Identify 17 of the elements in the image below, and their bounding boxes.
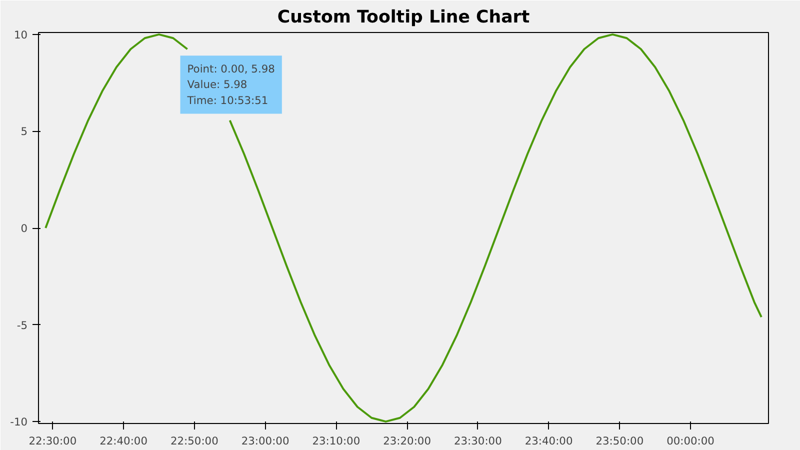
x-tick-label: 23:10:00 — [312, 434, 360, 448]
x-tick-label: 22:40:00 — [100, 434, 148, 448]
x-tick-label: 23:50:00 — [596, 434, 644, 448]
x-tick-label: 00:00:00 — [666, 434, 715, 448]
x-tick-label: 23:40:00 — [524, 434, 573, 448]
chart-title: Custom Tooltip Line Chart — [277, 8, 530, 28]
y-tick-label: 0 — [20, 222, 28, 235]
y-tick-label: 10 — [14, 28, 28, 42]
y-tick-label: -5 — [16, 318, 28, 332]
x-tick-label: 22:30:00 — [28, 434, 77, 448]
x-tick-label: 23:20:00 — [383, 434, 432, 448]
y-tick-label: -10 — [10, 416, 28, 429]
x-tick-label: 22:50:00 — [170, 434, 219, 448]
annotation: Point: 0.00, 5.98 Value: 5.98 Time: 10:53:51 — [186, 62, 276, 107]
y-tick-label: 5 — [20, 125, 28, 138]
x-tick-label: 23:30:00 — [454, 434, 502, 448]
x-tick-label: 23:00:00 — [241, 434, 290, 448]
